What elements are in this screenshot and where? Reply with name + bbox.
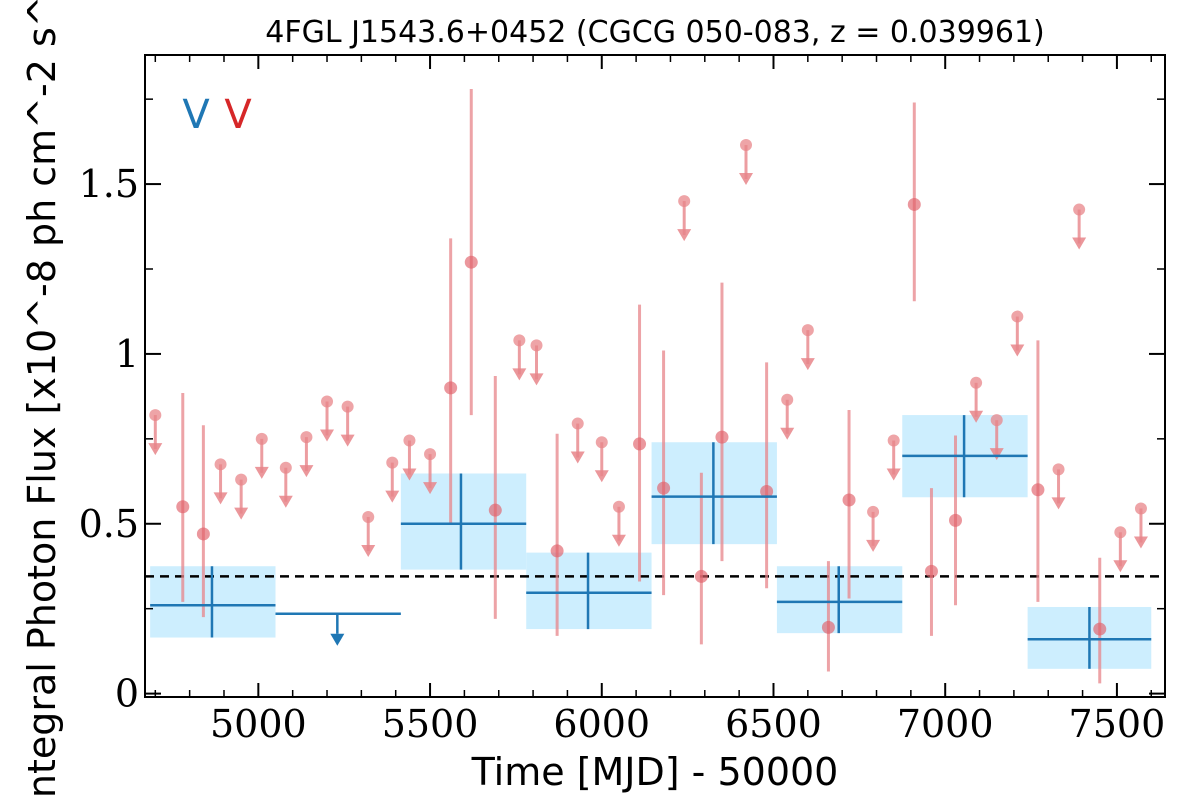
monthly-upper-limit-point bbox=[571, 417, 584, 430]
monthly-upper-limit-arrow bbox=[1113, 560, 1128, 573]
y-tick-label: 1.5 bbox=[79, 162, 139, 206]
monthly-point bbox=[444, 381, 458, 395]
monthly-point bbox=[694, 569, 708, 583]
y-tick-label: 0.5 bbox=[79, 502, 139, 546]
monthly-upper-limit-point bbox=[595, 436, 608, 449]
monthly-point bbox=[821, 620, 835, 634]
monthly-point bbox=[464, 255, 478, 269]
monthly-point bbox=[1031, 483, 1045, 497]
y-axis-label: Integral Photon Flux [x10^-8 ph cm^-2 s^… bbox=[20, 0, 64, 800]
monthly-upper-limit-arrow bbox=[278, 495, 293, 508]
monthly-point bbox=[924, 564, 938, 578]
monthly-upper-limit-point bbox=[1011, 310, 1024, 323]
monthly-upper-limit-point bbox=[970, 376, 983, 389]
monthly-point bbox=[657, 481, 671, 495]
monthly-upper-limit-point bbox=[990, 414, 1003, 427]
x-tick-label: 5500 bbox=[382, 702, 479, 746]
monthly-upper-limit-point bbox=[887, 434, 900, 447]
yearly-upper-limit-arrow bbox=[330, 633, 345, 646]
monthly-upper-limit-point bbox=[1073, 203, 1086, 216]
monthly-upper-limit-arrow bbox=[1010, 344, 1025, 357]
monthly-upper-limit-arrow bbox=[148, 443, 163, 456]
monthly-point bbox=[715, 430, 729, 444]
monthly-upper-limit-arrow bbox=[611, 534, 626, 547]
monthly-upper-limit-point bbox=[867, 505, 880, 518]
plot-frame bbox=[144, 54, 1166, 698]
monthly-upper-limit-point bbox=[781, 393, 794, 406]
monthly-upper-limit-point bbox=[235, 473, 248, 486]
monthly-upper-limit-arrow bbox=[1072, 237, 1087, 250]
monthly-upper-limit-arrow bbox=[780, 427, 795, 440]
monthly-point bbox=[633, 437, 647, 451]
monthly-upper-limit-point bbox=[300, 431, 313, 444]
monthly-upper-limit-arrow bbox=[423, 482, 438, 495]
monthly-upper-limit-point bbox=[403, 434, 416, 447]
monthly-upper-limit-point bbox=[801, 324, 814, 337]
monthly-point bbox=[488, 503, 502, 517]
monthly-point bbox=[760, 484, 774, 498]
monthly-upper-limit-arrow bbox=[989, 448, 1004, 461]
legend-entry-yearly: V bbox=[182, 92, 210, 138]
monthly-upper-limit-point bbox=[1052, 463, 1065, 476]
monthly-upper-limit-arrow bbox=[969, 410, 984, 423]
monthly-upper-limit-arrow bbox=[512, 368, 527, 381]
monthly-upper-limit-point bbox=[321, 395, 334, 408]
monthly-upper-limit-arrow bbox=[361, 544, 376, 557]
monthly-point bbox=[196, 527, 210, 541]
monthly-upper-limit-arrow bbox=[739, 173, 754, 186]
monthly-upper-limit-point bbox=[1114, 526, 1127, 539]
x-tick-label: 7500 bbox=[1069, 702, 1166, 746]
monthly-point bbox=[907, 197, 921, 211]
plot-content bbox=[145, 88, 1165, 684]
monthly-upper-limit-point bbox=[279, 461, 292, 474]
monthly-upper-limit-point bbox=[386, 456, 399, 469]
monthly-upper-limit-arrow bbox=[529, 373, 544, 386]
monthly-upper-limit-arrow bbox=[254, 466, 269, 479]
monthly-upper-limit-point bbox=[530, 339, 543, 352]
monthly-point bbox=[1093, 622, 1107, 636]
monthly-upper-limit-point bbox=[149, 409, 162, 422]
monthly-upper-limit-arrow bbox=[594, 470, 609, 483]
monthly-upper-limit-point bbox=[214, 458, 227, 471]
monthly-upper-limit-arrow bbox=[1133, 536, 1148, 549]
x-tick-label: 6500 bbox=[725, 702, 822, 746]
monthly-upper-limit-point bbox=[513, 334, 526, 347]
y-tick-label: 1 bbox=[115, 332, 139, 376]
x-tick-label: 5000 bbox=[210, 702, 307, 746]
monthly-upper-limit-point bbox=[1134, 502, 1147, 515]
monthly-upper-limit-arrow bbox=[299, 465, 314, 478]
monthly-point bbox=[550, 544, 564, 558]
yearly-band bbox=[400, 473, 527, 570]
monthly-upper-limit-arrow bbox=[234, 507, 249, 520]
monthly-upper-limit-arrow bbox=[213, 492, 228, 505]
monthly-upper-limit-arrow bbox=[1051, 497, 1066, 510]
monthly-upper-limit-arrow bbox=[886, 468, 901, 481]
x-axis-label: Time [MJD] - 50000 bbox=[471, 750, 839, 794]
legend-entry-monthly: V bbox=[224, 92, 252, 138]
monthly-upper-limit-arrow bbox=[320, 429, 335, 442]
monthly-point bbox=[949, 513, 963, 527]
monthly-upper-limit-point bbox=[362, 510, 375, 523]
monthly-upper-limit-point bbox=[612, 500, 625, 513]
monthly-upper-limit-point bbox=[424, 448, 437, 461]
monthly-upper-limit-point bbox=[678, 195, 691, 208]
monthly-upper-limit-arrow bbox=[385, 490, 400, 503]
monthly-upper-limit-point bbox=[341, 400, 354, 413]
monthly-upper-limit-point bbox=[740, 139, 753, 152]
monthly-point bbox=[842, 493, 856, 507]
monthly-upper-limit-arrow bbox=[800, 358, 815, 371]
monthly-upper-limit-arrow bbox=[866, 539, 881, 552]
x-tick-label: 6000 bbox=[553, 702, 650, 746]
monthly-upper-limit-arrow bbox=[677, 229, 692, 242]
monthly-upper-limit-point bbox=[255, 432, 268, 445]
monthly-upper-limit-arrow bbox=[340, 434, 355, 447]
monthly-point bbox=[176, 500, 190, 514]
chart-title: 4FGL J1543.6+0452 (CGCG 050-083, z = 0.0… bbox=[265, 15, 1045, 50]
x-tick-label: 7000 bbox=[897, 702, 994, 746]
axis-ticks: 5000 5500 6000 6500 7000 7500 0 0.5 1 1.5 bbox=[79, 55, 1166, 746]
y-tick-label: 0 bbox=[115, 672, 139, 716]
monthly-upper-limit-arrow bbox=[570, 451, 585, 464]
monthly-upper-limit-arrow bbox=[402, 468, 417, 481]
